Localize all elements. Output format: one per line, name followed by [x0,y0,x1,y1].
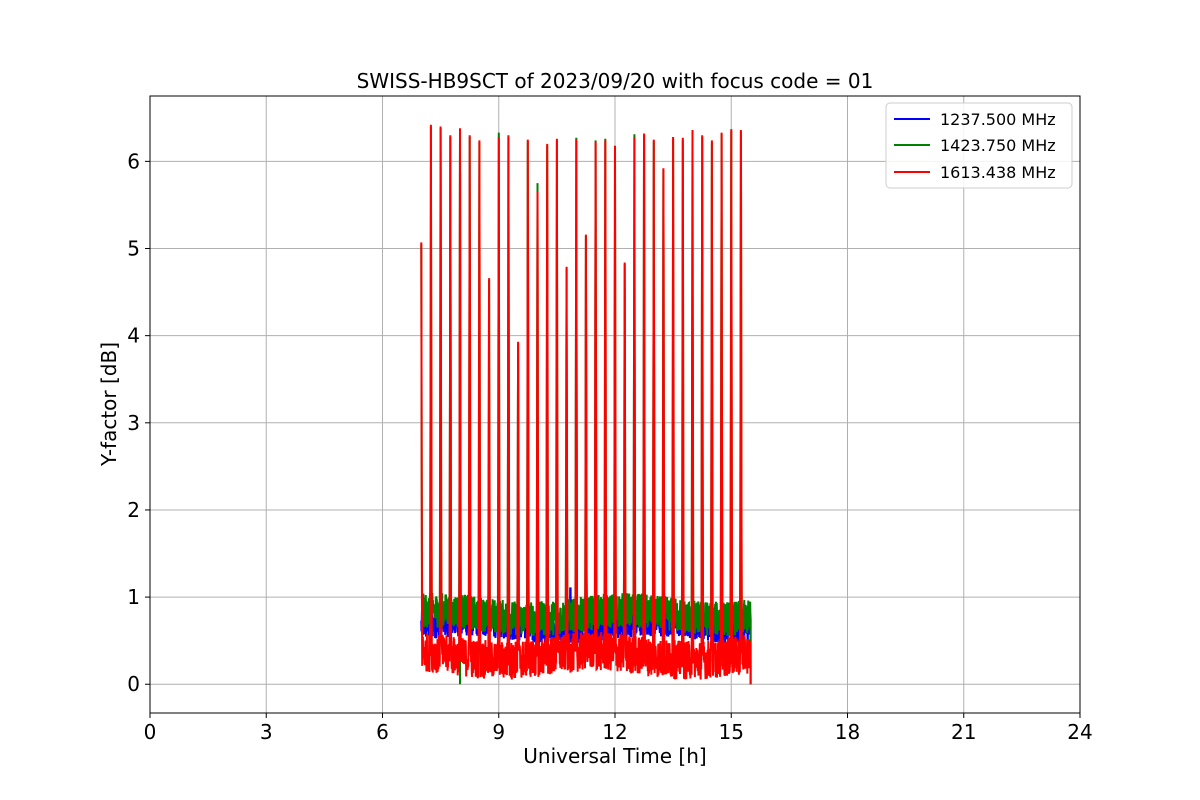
legend-box [885,102,1073,189]
legend-item-1423: 1423.750 MHz [894,136,1056,155]
legend-label-1237: 1237.500 MHz [940,110,1056,129]
x-tick-label: 0 [144,720,157,744]
y-tick-label: 2 [127,498,140,522]
x-axis-ticks: 0 3 6 9 12 15 18 21 24 [144,713,1093,744]
x-tick-label: 9 [492,720,505,744]
x-tick-label: 3 [260,720,273,744]
data-series [420,124,752,685]
y-tick-label: 0 [127,672,140,696]
x-tick-label: 6 [376,720,389,744]
legend-label-1613: 1613.438 MHz [940,163,1056,182]
y-tick-label: 6 [127,149,140,173]
legend-item-1237: 1237.500 MHz [894,110,1056,129]
chart-title: SWISS-HB9SCT of 2023/09/20 with focus co… [357,69,874,93]
y-tick-label: 4 [127,324,140,348]
x-tick-label: 15 [719,720,744,744]
legend-item-1613: 1613.438 MHz [894,163,1056,182]
legend: 1237.500 MHz 1423.750 MHz 1613.438 MHz [885,102,1073,189]
y-tick-label: 1 [127,585,140,609]
x-axis-title: Universal Time [h] [523,744,706,768]
legend-label-1423: 1423.750 MHz [940,136,1056,155]
y-axis-title: Y-factor [dB] [97,342,121,467]
x-tick-label: 21 [951,720,976,744]
y-tick-label: 3 [127,411,140,435]
series-line-1613 [420,124,752,685]
x-tick-label: 12 [602,720,627,744]
x-tick-label: 24 [1067,720,1092,744]
y-tick-label: 5 [127,237,140,261]
y-axis-ticks: 0 1 2 3 4 5 6 [127,149,150,696]
x-tick-label: 18 [835,720,860,744]
